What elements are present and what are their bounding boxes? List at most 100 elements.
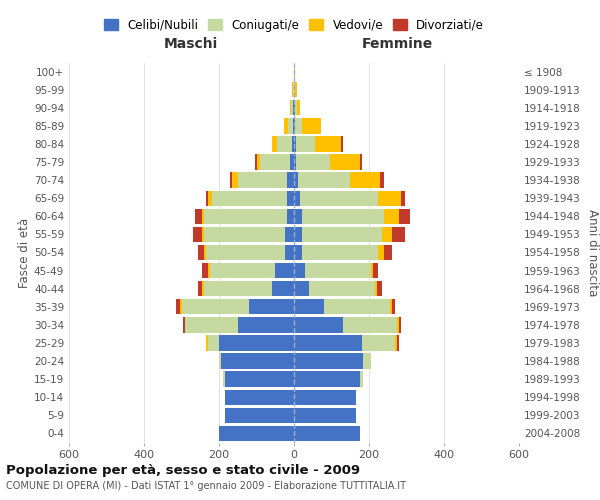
Bar xyxy=(294,336,361,350)
Text: Popolazione per età, sesso e stato civile - 2009: Popolazione per età, sesso e stato civil… xyxy=(6,464,360,477)
Bar xyxy=(295,118,302,134)
Bar xyxy=(379,190,401,206)
Bar xyxy=(287,118,293,134)
Text: Maschi: Maschi xyxy=(163,37,218,51)
Bar xyxy=(371,263,373,278)
Bar xyxy=(292,136,294,152)
Bar xyxy=(271,136,277,152)
Bar xyxy=(392,226,404,242)
Bar xyxy=(287,172,294,188)
Bar xyxy=(204,281,271,296)
Bar xyxy=(271,281,294,296)
Bar xyxy=(294,390,356,405)
Bar xyxy=(379,245,384,260)
Bar xyxy=(260,154,290,170)
Bar xyxy=(302,208,384,224)
Bar xyxy=(294,136,296,152)
Bar xyxy=(206,336,208,350)
Bar xyxy=(202,226,204,242)
Bar xyxy=(277,136,292,152)
Bar xyxy=(292,100,293,116)
Bar xyxy=(219,426,294,441)
Bar xyxy=(224,408,294,423)
Bar xyxy=(295,100,296,116)
Bar xyxy=(294,190,299,206)
Bar xyxy=(287,190,294,206)
Bar xyxy=(295,82,297,98)
Bar xyxy=(219,354,221,369)
Y-axis label: Anni di nascita: Anni di nascita xyxy=(586,209,599,296)
Bar xyxy=(238,317,294,332)
Bar xyxy=(293,100,294,116)
Bar xyxy=(290,100,292,116)
Bar xyxy=(284,245,294,260)
Bar xyxy=(294,299,324,314)
Bar xyxy=(361,336,395,350)
Bar xyxy=(176,299,179,314)
Bar xyxy=(275,263,294,278)
Bar xyxy=(179,299,182,314)
Bar xyxy=(377,281,382,296)
Bar xyxy=(294,372,359,387)
Bar xyxy=(309,281,374,296)
Bar xyxy=(294,64,295,79)
Bar xyxy=(223,372,224,387)
Bar xyxy=(373,263,379,278)
Bar xyxy=(294,154,296,170)
Bar xyxy=(296,100,301,116)
Bar xyxy=(397,317,399,332)
Bar xyxy=(204,226,284,242)
Bar xyxy=(329,154,359,170)
Bar xyxy=(208,190,212,206)
Bar xyxy=(384,245,392,260)
Bar xyxy=(212,190,287,206)
Bar xyxy=(364,354,371,369)
Bar xyxy=(350,172,380,188)
Bar xyxy=(389,299,392,314)
Bar xyxy=(193,226,202,242)
Bar xyxy=(294,208,302,224)
Bar xyxy=(287,208,294,224)
Bar xyxy=(305,263,371,278)
Bar xyxy=(343,317,397,332)
Bar xyxy=(194,208,202,224)
Bar xyxy=(302,118,321,134)
Bar xyxy=(208,263,209,278)
Bar xyxy=(294,226,302,242)
Bar xyxy=(284,226,294,242)
Bar xyxy=(298,172,350,188)
Bar xyxy=(219,336,294,350)
Bar xyxy=(380,172,384,188)
Text: COMUNE DI OPERA (MI) - Dati ISTAT 1° gennaio 2009 - Elaborazione TUTTITALIA.IT: COMUNE DI OPERA (MI) - Dati ISTAT 1° gen… xyxy=(6,481,406,491)
Bar xyxy=(374,281,377,296)
Bar xyxy=(299,190,379,206)
Bar xyxy=(293,118,294,134)
Bar xyxy=(208,336,219,350)
Bar xyxy=(292,82,293,98)
Bar xyxy=(294,100,295,116)
Bar xyxy=(204,208,287,224)
Bar xyxy=(294,408,356,423)
Bar xyxy=(249,299,294,314)
Bar xyxy=(384,208,399,224)
Legend: Celibi/Nubili, Coniugati/e, Vedovi/e, Divorziati/e: Celibi/Nubili, Coniugati/e, Vedovi/e, Di… xyxy=(100,15,488,36)
Bar xyxy=(341,136,343,152)
Bar xyxy=(199,281,202,296)
Bar xyxy=(294,354,364,369)
Bar xyxy=(224,390,294,405)
Bar xyxy=(284,118,287,134)
Bar xyxy=(296,154,329,170)
Bar xyxy=(182,299,249,314)
Bar xyxy=(302,245,379,260)
Bar xyxy=(294,118,295,134)
Bar xyxy=(221,354,294,369)
Bar xyxy=(230,172,232,188)
Bar xyxy=(324,299,389,314)
Text: Femmine: Femmine xyxy=(362,37,433,51)
Bar xyxy=(199,245,204,260)
Bar xyxy=(294,245,302,260)
Bar xyxy=(202,208,204,224)
Bar xyxy=(238,172,287,188)
Bar xyxy=(399,208,410,224)
Bar xyxy=(395,336,397,350)
